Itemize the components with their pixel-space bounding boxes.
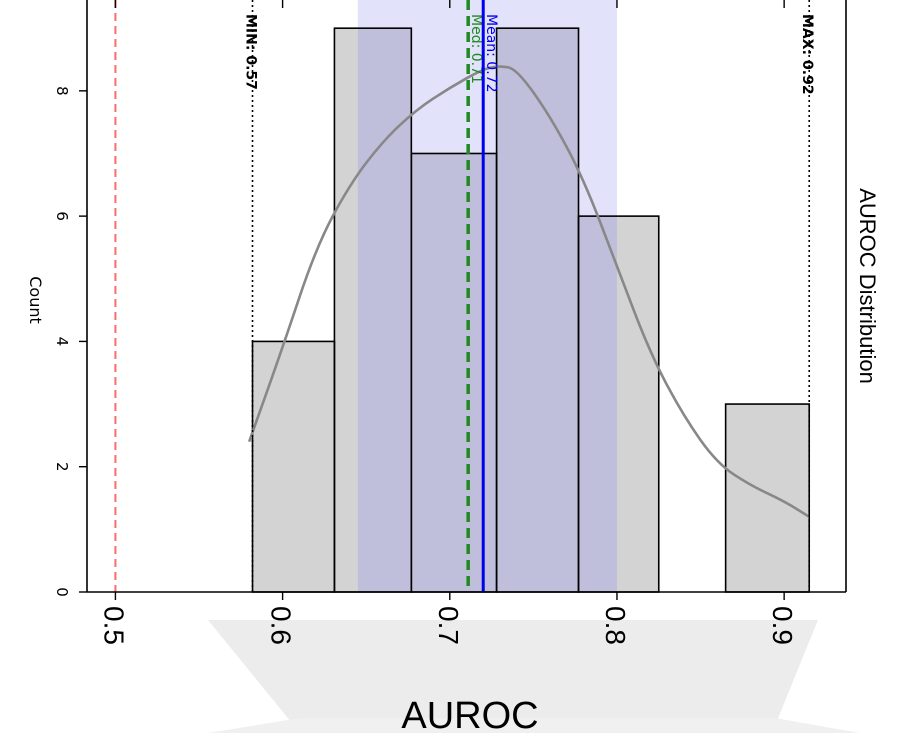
reference-line-label: Med: 0.71 [468, 14, 484, 84]
kde-curve [247, 65, 810, 518]
y-tick-label: 2 [53, 462, 71, 472]
y-axis-label: Count [26, 276, 45, 324]
x-tick-label: 0.8 [600, 606, 631, 645]
backdrop-shape [208, 620, 818, 733]
reference-line-label: Mean: 0.72 [483, 14, 499, 92]
histogram-bar [252, 341, 335, 592]
x-tick-label: 0.5 [98, 606, 129, 645]
histogram-bar-band-overlay [496, 28, 579, 592]
chart-title: AUROC Distribution [855, 188, 880, 384]
histogram-bar-band-overlay [357, 28, 412, 592]
reference-line-label: MAX: 0.92 [799, 14, 815, 95]
x-axis-label: AUROC [401, 695, 538, 733]
backdrop-shape-lower [208, 718, 860, 733]
x-tick-label: 0.7 [433, 606, 464, 645]
y-tick-label: 8 [53, 86, 71, 96]
y-tick-label: 6 [53, 211, 71, 221]
histogram-bar-band-overlay [578, 216, 617, 592]
x-tick-label: 0.9 [767, 606, 798, 645]
x-tick-label: 0.6 [266, 606, 297, 645]
y-tick-label: 4 [53, 337, 71, 347]
histogram-bar [725, 404, 810, 592]
y-tick-label: 0 [53, 587, 71, 597]
reference-line-label: MIN: 0.57 [243, 14, 259, 90]
